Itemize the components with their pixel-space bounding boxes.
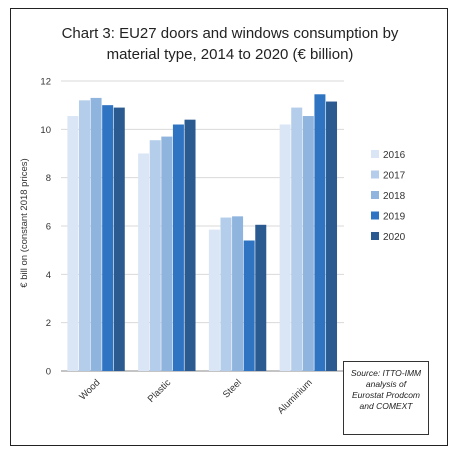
legend: 2016 2017 2018 2019 2020 xyxy=(371,150,406,243)
source-line-1: Source: ITTO-IMM xyxy=(350,368,422,378)
bar-chart: 0 2 4 6 8 10 12 Wood Plastic Steel Aluminium 2016… xyxy=(19,77,406,417)
bar-wood-2020 xyxy=(113,107,125,371)
bar-wood-2016 xyxy=(67,116,79,372)
y-tick-label: 6 xyxy=(46,222,51,233)
source-note: Source: ITTO-IMM analysis of Eurostat Pr… xyxy=(343,361,429,435)
legend-swatch-2017 xyxy=(371,170,379,179)
legend-label-2017: 2017 xyxy=(383,171,406,182)
chart-title: Chart 3: EU27 doors and windows consumpt… xyxy=(11,23,449,65)
bar-plastic-2017 xyxy=(149,140,161,371)
bar-steel-2019 xyxy=(243,240,255,371)
y-tick-label: 8 xyxy=(46,173,51,184)
bar-wood-2019 xyxy=(102,105,114,372)
legend-label-2020: 2020 xyxy=(383,232,406,243)
bar-aluminium-2017 xyxy=(291,107,303,371)
bars xyxy=(67,94,338,372)
bar-aluminium-2020 xyxy=(326,101,338,372)
y-axis-label: € bill on (constant 2018 prices) xyxy=(19,158,30,287)
legend-label-2016: 2016 xyxy=(383,150,406,161)
bar-wood-2017 xyxy=(78,100,90,371)
category-label-plastic: Plastic xyxy=(146,377,174,405)
chart-title-line-1: Chart 3: EU27 doors and windows consumpt… xyxy=(61,25,399,42)
category-label-aluminium: Aluminium xyxy=(276,377,315,416)
bar-aluminium-2016 xyxy=(279,124,291,371)
bar-plastic-2018 xyxy=(161,136,173,371)
y-tick-label: 12 xyxy=(40,77,51,88)
chart-title-line-2: material type, 2014 to 2020 (€ billion) xyxy=(106,46,354,63)
y-tick-label: 2 xyxy=(46,318,51,329)
bar-aluminium-2018 xyxy=(302,116,314,372)
legend-label-2018: 2018 xyxy=(383,191,406,202)
legend-swatch-2020 xyxy=(371,232,379,240)
bar-plastic-2016 xyxy=(138,153,150,371)
bar-plastic-2020 xyxy=(184,119,196,372)
y-tick-label: 0 xyxy=(46,367,51,378)
source-line-3: Eurostat Prodcom xyxy=(351,390,421,400)
y-tick-labels: 0 2 4 6 8 10 12 xyxy=(40,77,51,378)
bar-steel-2020 xyxy=(255,224,267,371)
source-line-2: analysis of xyxy=(365,379,407,389)
bar-steel-2017 xyxy=(220,217,232,371)
bar-steel-2016 xyxy=(208,229,220,371)
category-label-wood: Wood xyxy=(77,377,102,402)
legend-label-2019: 2019 xyxy=(383,212,406,223)
source-line-4: and COMEXT xyxy=(359,401,413,411)
legend-swatch-2018 xyxy=(371,191,379,199)
category-label-steel: Steel xyxy=(221,377,244,400)
chart-frame: Chart 3: EU27 doors and windows consumpt… xyxy=(10,8,448,446)
y-tick-label: 10 xyxy=(40,125,51,136)
legend-swatch-2016 xyxy=(371,150,379,158)
bar-steel-2018 xyxy=(232,216,244,371)
y-tick-label: 4 xyxy=(46,270,51,281)
legend-swatch-2019 xyxy=(371,211,379,220)
bar-aluminium-2019 xyxy=(314,94,326,372)
category-labels: Wood Plastic Steel Aluminium xyxy=(77,377,315,416)
bar-wood-2018 xyxy=(90,97,102,372)
bar-plastic-2019 xyxy=(172,124,184,371)
